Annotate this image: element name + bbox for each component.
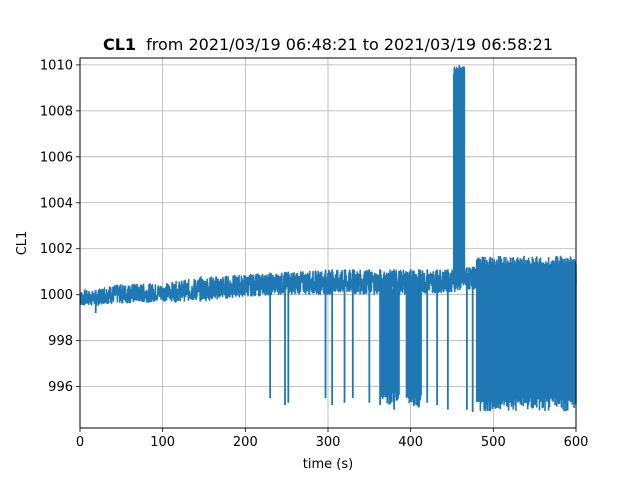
chart-title-rest: from 2021/03/19 06:48:21 to 2021/03/19 0… bbox=[146, 35, 553, 54]
x-tick-label: 100 bbox=[150, 435, 175, 450]
y-tick-label: 1002 bbox=[40, 242, 73, 257]
y-axis-label: CL1 bbox=[15, 231, 30, 256]
burst-region bbox=[452, 65, 466, 284]
data-series bbox=[79, 65, 577, 412]
y-tick-label: 1006 bbox=[40, 150, 73, 165]
x-tick-label: 400 bbox=[398, 435, 423, 450]
y-tick-label: 1000 bbox=[40, 288, 73, 303]
chart-title: CL1 from 2021/03/19 06:48:21 to 2021/03/… bbox=[103, 35, 553, 54]
y-tick-label: 996 bbox=[48, 380, 73, 395]
y-tick-label: 1010 bbox=[40, 58, 73, 73]
y-tick-label: 998 bbox=[48, 334, 73, 349]
x-tick-label: 0 bbox=[76, 435, 84, 450]
y-tick-label: 1004 bbox=[40, 196, 73, 211]
dense-spike-region bbox=[476, 255, 577, 412]
chart-title-bold: CL1 bbox=[103, 35, 136, 54]
ticks: 0 100 200 300 400 500 600 996 998 1000 1002 1004 100… bbox=[40, 58, 589, 450]
grid bbox=[79, 58, 577, 428]
x-tick-label: 600 bbox=[564, 435, 589, 450]
dense-spike-region bbox=[380, 281, 400, 405]
x-tick-label: 200 bbox=[233, 435, 258, 450]
x-tick-label: 300 bbox=[316, 435, 341, 450]
y-tick-label: 1008 bbox=[40, 104, 73, 119]
x-tick-label: 500 bbox=[481, 435, 506, 450]
x-axis-label: time (s) bbox=[303, 457, 353, 472]
